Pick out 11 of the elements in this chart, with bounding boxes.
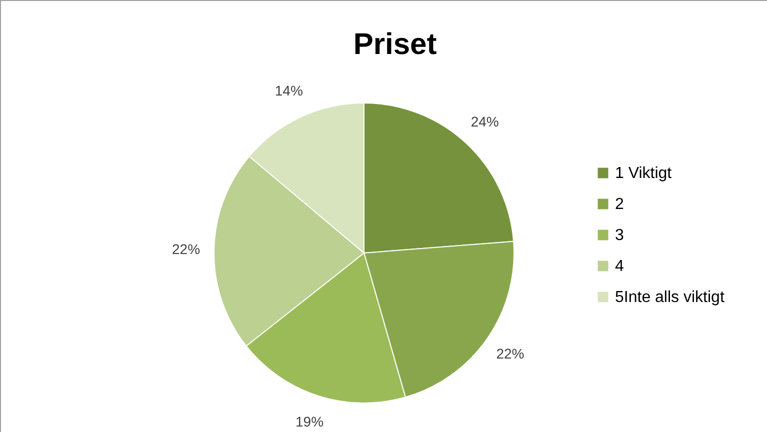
data-label: 24%	[470, 113, 499, 130]
legend-label: 1 Viktigt	[615, 165, 672, 182]
legend-label: 2	[615, 196, 624, 213]
legend-label: 5Inte alls viktigt	[615, 289, 725, 306]
legend-label: 4	[615, 258, 624, 275]
data-label: 22%	[496, 345, 524, 362]
data-label: 22%	[172, 241, 200, 258]
data-label: 19%	[296, 413, 324, 430]
data-label: 14%	[274, 82, 303, 99]
legend-label: 3	[615, 227, 624, 244]
chart-title: Priset	[353, 28, 437, 61]
